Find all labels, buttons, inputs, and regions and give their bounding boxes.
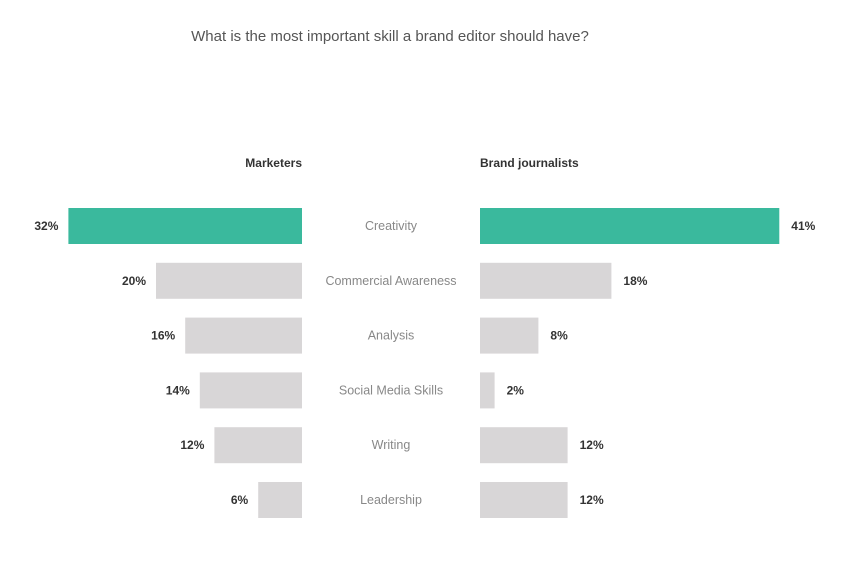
data-label-brand-journalists-2: 8% <box>550 329 568 343</box>
data-label-brand-journalists-0: 41% <box>791 219 815 233</box>
bar-marketers-5 <box>258 482 302 518</box>
data-label-brand-journalists-4: 12% <box>580 438 604 452</box>
data-label-marketers-0: 32% <box>34 219 58 233</box>
data-label-marketers-4: 12% <box>180 438 204 452</box>
bar-marketers-3 <box>199 372 302 409</box>
data-label-brand-journalists-1: 18% <box>623 274 647 288</box>
data-label-marketers-5: 6% <box>231 493 249 507</box>
category-label-1: Commercial Awareness <box>325 274 456 288</box>
bar-marketers-0 <box>68 208 303 244</box>
category-label-5: Leadership <box>360 493 422 507</box>
category-label-3: Social Media Skills <box>339 383 443 397</box>
bar-marketers-1 <box>156 262 302 299</box>
data-label-brand-journalists-3: 2% <box>507 383 525 397</box>
data-label-marketers-1: 20% <box>122 274 146 288</box>
category-label-4: Writing <box>372 438 411 452</box>
series-header-brand-journalists: Brand journalists <box>480 156 579 170</box>
bar-brand-journalists-2 <box>480 317 539 354</box>
bar-brand-journalists-0 <box>480 208 780 244</box>
bar-brand-journalists-5 <box>480 482 568 518</box>
category-label-0: Creativity <box>365 219 418 233</box>
data-label-marketers-3: 14% <box>166 383 190 397</box>
data-label-brand-journalists-5: 12% <box>580 493 604 507</box>
series-header-marketers: Marketers <box>245 156 302 170</box>
category-label-2: Analysis <box>368 329 415 343</box>
bar-brand-journalists-3 <box>480 372 495 409</box>
bar-brand-journalists-1 <box>480 262 612 299</box>
bar-marketers-4 <box>214 427 302 464</box>
bar-marketers-2 <box>185 317 302 354</box>
data-label-marketers-2: 16% <box>151 329 175 343</box>
chart-title: What is the most important skill a brand… <box>191 28 589 45</box>
bar-brand-journalists-4 <box>480 427 568 464</box>
